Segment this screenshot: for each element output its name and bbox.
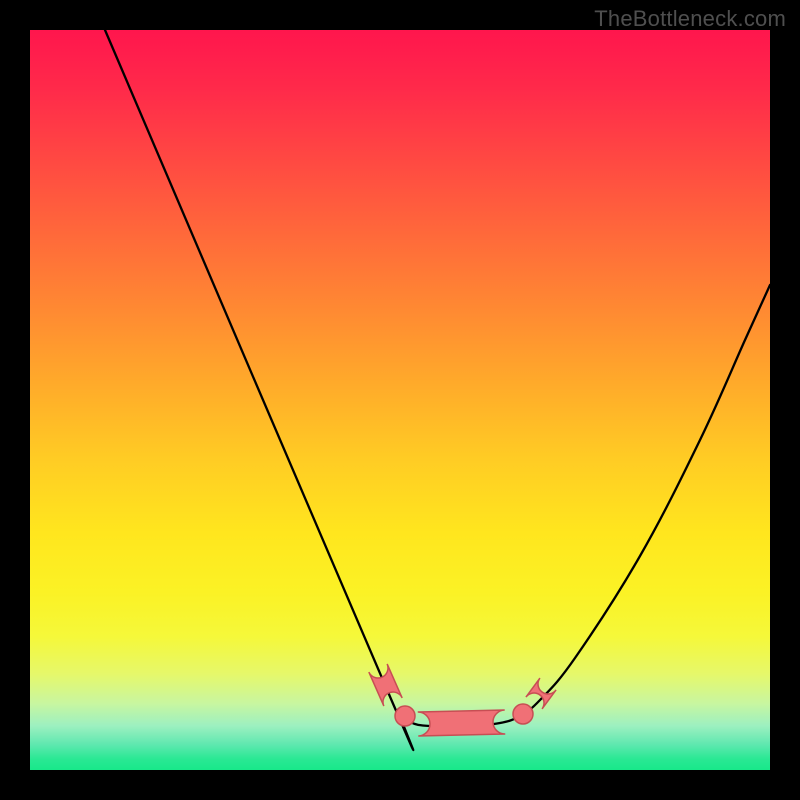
bottleneck-chart [0, 0, 800, 800]
marker [418, 710, 506, 736]
gradient-plot-area [30, 30, 770, 770]
marker [395, 706, 415, 726]
watermark-text: TheBottleneck.com [594, 6, 786, 32]
marker [513, 704, 533, 724]
